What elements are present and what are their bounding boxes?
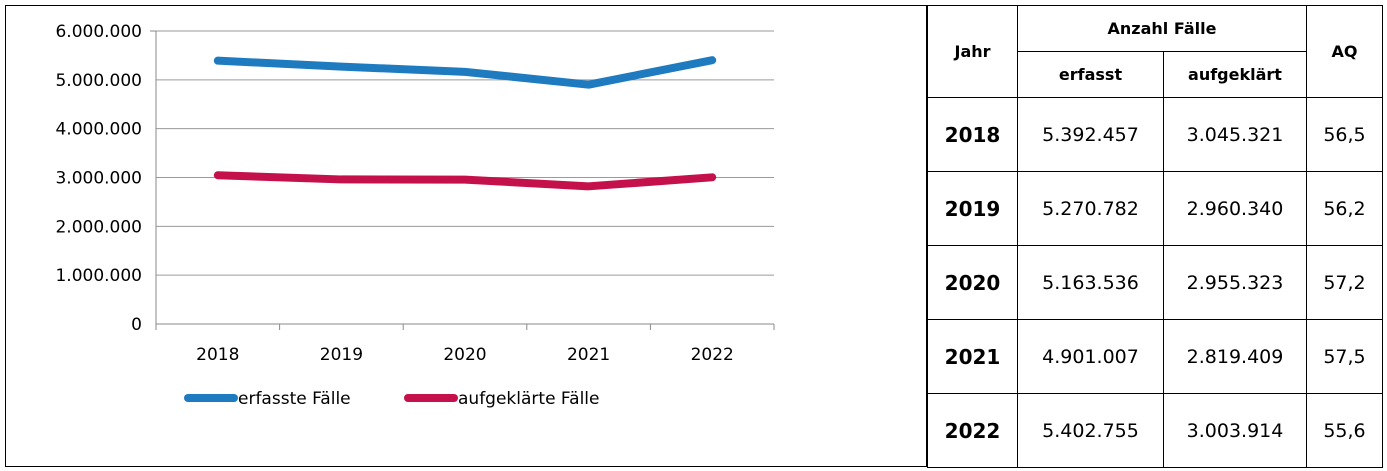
y-tick-label: 6.000.000 <box>55 22 142 42</box>
cell-aufgeklaert: 2.819.409 <box>1163 319 1307 394</box>
table-header-row: Jahr Anzahl Fälle AQ <box>927 5 1383 98</box>
series-line-erfasste-faelle <box>213 56 717 89</box>
cell-aq: 56,5 <box>1306 97 1383 172</box>
y-tick-label: 5.000.000 <box>55 71 142 91</box>
table-row: 2019 5.270.782 2.960.340 56,2 <box>927 171 1383 246</box>
cell-aufgeklaert: 3.003.914 <box>1163 393 1307 468</box>
cell-aq: 55,6 <box>1306 393 1383 468</box>
table-row: 2020 5.163.536 2.955.323 57,2 <box>927 245 1383 320</box>
cell-jahr: 2022 <box>927 393 1018 468</box>
table-subheader-row: erfasst aufgeklärt <box>928 51 1383 98</box>
x-tick-label: 2019 <box>320 345 363 365</box>
table-row: 2022 5.402.755 3.003.914 55,6 <box>927 393 1383 468</box>
cell-aq: 56,2 <box>1306 171 1383 246</box>
cell-aufgeklaert: 3.045.321 <box>1163 97 1307 172</box>
cell-jahr: 2018 <box>927 97 1018 172</box>
header-erfasst: erfasst <box>1017 51 1164 98</box>
x-tick-label: 2022 <box>691 345 734 365</box>
cell-aufgeklaert: 2.960.340 <box>1163 171 1307 246</box>
header-anzahl-faelle: Anzahl Fälle <box>1017 5 1307 52</box>
cell-aufgeklaert: 2.955.323 <box>1163 245 1307 320</box>
table-row: 2018 5.392.457 3.045.321 56,5 <box>927 97 1383 172</box>
x-tick-label: 2020 <box>443 345 486 365</box>
cell-erfasst: 5.270.782 <box>1017 171 1164 246</box>
header-aq: AQ <box>1306 5 1383 98</box>
table-row: 2021 4.901.007 2.819.409 57,5 <box>927 319 1383 394</box>
cell-erfasst: 4.901.007 <box>1017 319 1164 394</box>
case-table: Jahr Anzahl Fälle AQ erfasst aufgeklärt … <box>927 5 1383 468</box>
cell-erfasst: 5.402.755 <box>1017 393 1164 468</box>
y-tick-label: 1.000.000 <box>55 266 142 286</box>
header-aufgeklaert: aufgeklärt <box>1163 51 1307 98</box>
x-tick-label: 2021 <box>567 345 610 365</box>
legend-label: aufgeklärte Fälle <box>458 389 599 409</box>
data-table: Jahr Anzahl Fälle AQ erfasst aufgeklärt … <box>927 5 1383 468</box>
x-tick-label: 2018 <box>196 345 239 365</box>
y-tick-label: 2.000.000 <box>55 217 142 237</box>
line-chart: 0 1.000.000 2.000.000 3.000.000 4.000.000 5.0… <box>5 5 927 467</box>
header-jahr: Jahr <box>927 5 1018 98</box>
cell-jahr: 2019 <box>927 171 1018 246</box>
cell-jahr: 2020 <box>927 245 1018 320</box>
cell-erfasst: 5.163.536 <box>1017 245 1164 320</box>
y-tick-label: 0 <box>131 315 142 335</box>
cell-erfasst: 5.392.457 <box>1017 97 1164 172</box>
y-tick-label: 3.000.000 <box>55 169 142 189</box>
legend-label: erfasste Fälle <box>238 389 351 409</box>
series-line-aufgeklaerte-faelle <box>213 171 717 191</box>
cell-aq: 57,2 <box>1306 245 1383 320</box>
line-chart-svg: 0 1.000.000 2.000.000 3.000.000 4.000.000 5.0… <box>55 22 775 409</box>
cell-jahr: 2021 <box>927 319 1018 394</box>
cell-aq: 57,5 <box>1306 319 1383 394</box>
y-tick-label: 4.000.000 <box>55 120 142 140</box>
